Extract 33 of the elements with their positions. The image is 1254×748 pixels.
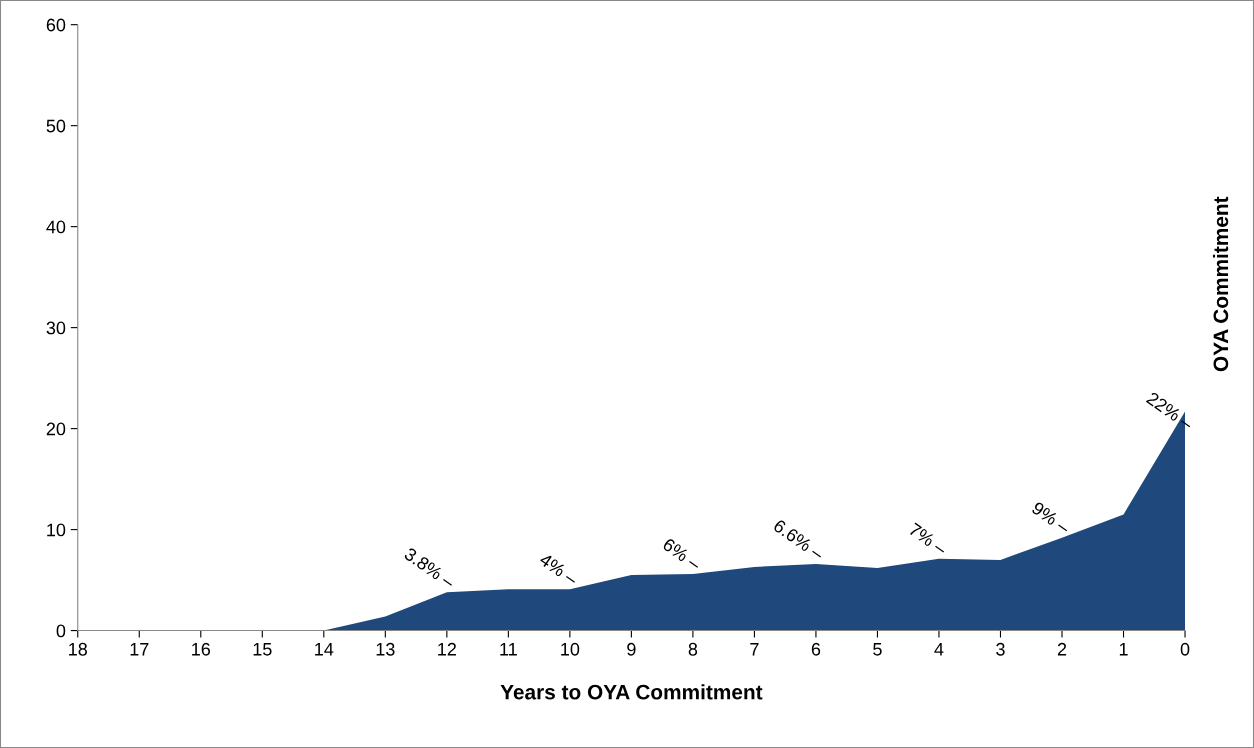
annotation: 4% – <box>538 552 580 587</box>
x-tick-label: 12 <box>438 642 456 656</box>
y-tick-label: 30 <box>46 321 66 335</box>
annotation: 6% – <box>661 537 703 572</box>
x-tick-label: 14 <box>315 643 334 656</box>
annotation: 7% – <box>908 522 949 556</box>
x-axis-title: Years to OYA Commitment <box>500 684 763 700</box>
x-tick-label: 15 <box>253 643 272 656</box>
x-tick-label: 13 <box>376 642 395 656</box>
x-tick-label: 5 <box>873 643 882 656</box>
y-tick-label: 10 <box>47 523 66 537</box>
x-tick-label: 16 <box>192 642 211 656</box>
annotation: 9% – <box>1031 501 1072 535</box>
x-tick-label: 9 <box>627 642 636 656</box>
x-tick-label: 8 <box>688 642 698 656</box>
y-tick-label: 50 <box>46 119 66 133</box>
y-tick-label: 60 <box>46 18 66 32</box>
x-tick-label: 17 <box>130 643 149 656</box>
x-tick-label: 11 <box>500 643 517 656</box>
x-tick-label: 7 <box>750 643 759 656</box>
annotation: 22% – <box>1145 391 1195 431</box>
x-tick-label: 2 <box>1057 642 1067 656</box>
x-tick-label: 1 <box>1119 643 1128 656</box>
x-tick-label: 6 <box>811 642 821 656</box>
x-tick-label: 0 <box>1180 642 1190 656</box>
x-tick-label: 4 <box>934 643 944 656</box>
y-tick-label: 0 <box>56 624 66 638</box>
x-tick-label: 3 <box>996 642 1005 656</box>
x-tick-label: 10 <box>561 642 580 656</box>
x-tick-label: 18 <box>69 642 88 656</box>
y-tick-label: 20 <box>46 422 66 436</box>
y-tick-label: 40 <box>46 220 66 234</box>
text: OYA Commitment <box>1212 196 1229 372</box>
